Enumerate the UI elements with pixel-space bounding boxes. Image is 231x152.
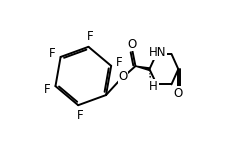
Text: F: F bbox=[76, 109, 83, 122]
Text: F: F bbox=[44, 83, 50, 96]
Text: F: F bbox=[116, 56, 122, 69]
Text: HN: HN bbox=[148, 46, 166, 59]
Text: F: F bbox=[49, 47, 55, 60]
Text: H: H bbox=[149, 80, 157, 93]
Text: O: O bbox=[127, 38, 137, 51]
Text: O: O bbox=[173, 87, 182, 100]
Polygon shape bbox=[135, 66, 149, 70]
Text: O: O bbox=[118, 70, 127, 83]
Text: F: F bbox=[86, 30, 93, 43]
